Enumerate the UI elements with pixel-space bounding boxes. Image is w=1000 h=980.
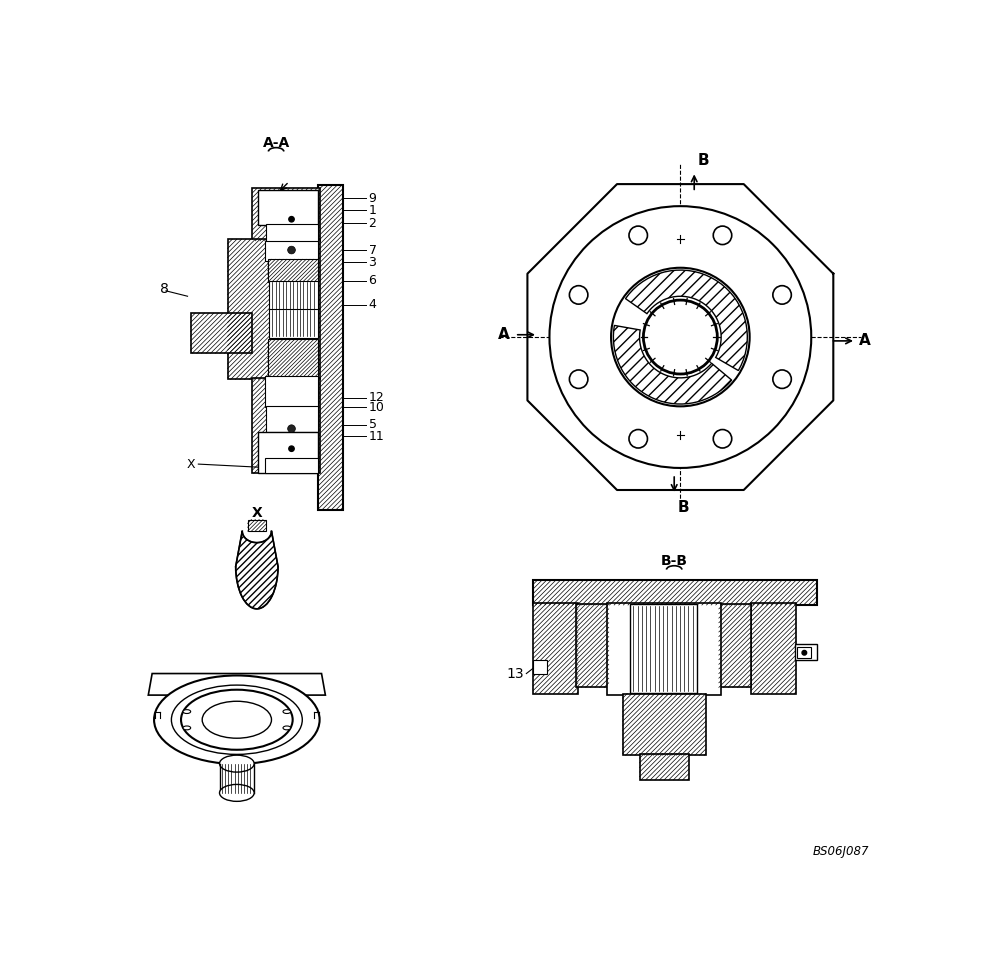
Circle shape [288,424,295,432]
Circle shape [773,369,791,388]
Circle shape [713,226,732,245]
Text: 7: 7 [369,244,377,257]
Circle shape [713,429,732,448]
Text: 2: 2 [369,217,376,229]
Bar [607,603,721,695]
Text: 12: 12 [369,391,384,405]
Bar [258,432,318,473]
Bar [318,185,343,511]
Circle shape [629,226,647,245]
Text: B-B: B-B [661,554,688,568]
Text: 13: 13 [506,666,524,680]
Polygon shape [613,325,732,404]
Ellipse shape [220,756,254,772]
Bar [269,281,318,310]
Circle shape [629,429,647,448]
Text: 10: 10 [369,401,384,414]
Text: X: X [187,458,195,470]
Text: 1: 1 [369,204,376,217]
Circle shape [569,286,588,304]
Circle shape [569,369,588,388]
Text: 11: 11 [369,430,384,443]
Bar [228,239,320,379]
Bar [258,190,318,225]
Circle shape [289,446,294,452]
Bar [795,644,817,661]
Text: B: B [697,153,709,168]
Bar [751,603,796,694]
Bar [265,376,318,407]
Text: B: B [677,500,689,515]
Text: A: A [498,327,509,342]
Text: 6: 6 [369,274,376,287]
Bar [252,378,320,473]
Bar [248,519,266,531]
Circle shape [611,268,750,407]
Bar [252,188,320,241]
Text: A: A [859,333,871,349]
Text: X: X [251,506,262,519]
Bar [533,579,817,605]
Text: 8: 8 [160,281,169,296]
Text: A-A: A-A [262,136,290,150]
Circle shape [643,300,717,374]
Bar [191,314,252,353]
Ellipse shape [183,726,191,730]
Text: 9: 9 [369,192,376,205]
Bar [265,241,318,261]
Polygon shape [148,673,325,695]
Text: BS06J087: BS06J087 [813,846,869,858]
Circle shape [773,286,791,304]
Polygon shape [527,184,833,490]
Circle shape [288,246,295,254]
Bar [266,406,318,432]
Ellipse shape [154,675,320,764]
Text: 5: 5 [369,418,377,431]
Bar [269,309,318,338]
Bar [265,458,318,473]
Circle shape [549,206,811,467]
Bar [640,754,689,780]
Bar [533,603,578,694]
Text: 4: 4 [369,298,376,312]
Ellipse shape [171,685,302,755]
Bar [268,339,318,378]
Polygon shape [236,531,278,609]
Bar [797,648,811,659]
Circle shape [289,217,294,221]
Polygon shape [625,270,747,370]
Ellipse shape [283,710,291,713]
Ellipse shape [220,784,254,802]
Bar [630,605,697,693]
Bar [533,660,547,673]
Bar [623,694,706,756]
Circle shape [802,651,807,655]
Ellipse shape [283,726,291,730]
Bar [719,605,751,687]
Ellipse shape [202,702,271,738]
Bar [266,223,318,242]
Ellipse shape [183,710,191,713]
Bar [268,260,318,282]
Bar [576,605,609,687]
Text: 3: 3 [369,256,376,269]
